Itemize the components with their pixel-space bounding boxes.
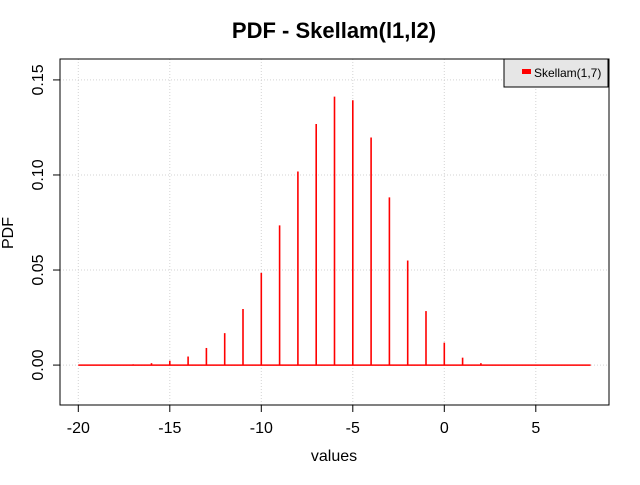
- y-axis-label: PDF: [0, 217, 17, 249]
- y-tick-label: 0.00: [30, 349, 47, 380]
- y-axis: 0.00 0.05 0.10 0.15: [30, 64, 61, 381]
- y-tick-label: 0.15: [30, 64, 47, 95]
- x-tick-label: -10: [250, 420, 273, 437]
- legend-label: Skellam(1,7): [534, 66, 601, 80]
- legend: Skellam(1,7): [503, 58, 609, 88]
- x-tick-label: -5: [346, 420, 360, 437]
- legend-swatch: [522, 69, 531, 74]
- x-tick-label: -15: [158, 420, 181, 437]
- x-tick-label: 5: [531, 420, 540, 437]
- x-axis-label: values: [311, 448, 357, 465]
- y-tick-label: 0.10: [30, 159, 47, 190]
- y-tick-label: 0.05: [30, 254, 47, 285]
- bars-layer: [78, 96, 591, 366]
- x-axis: -20 -15 -10 -5 0 5: [67, 404, 540, 437]
- legend-box: [503, 58, 609, 88]
- x-tick-label: -20: [67, 420, 90, 437]
- x-tick-label: 0: [440, 420, 449, 437]
- chart-title: PDF - Skellam(l1,l2): [232, 18, 436, 43]
